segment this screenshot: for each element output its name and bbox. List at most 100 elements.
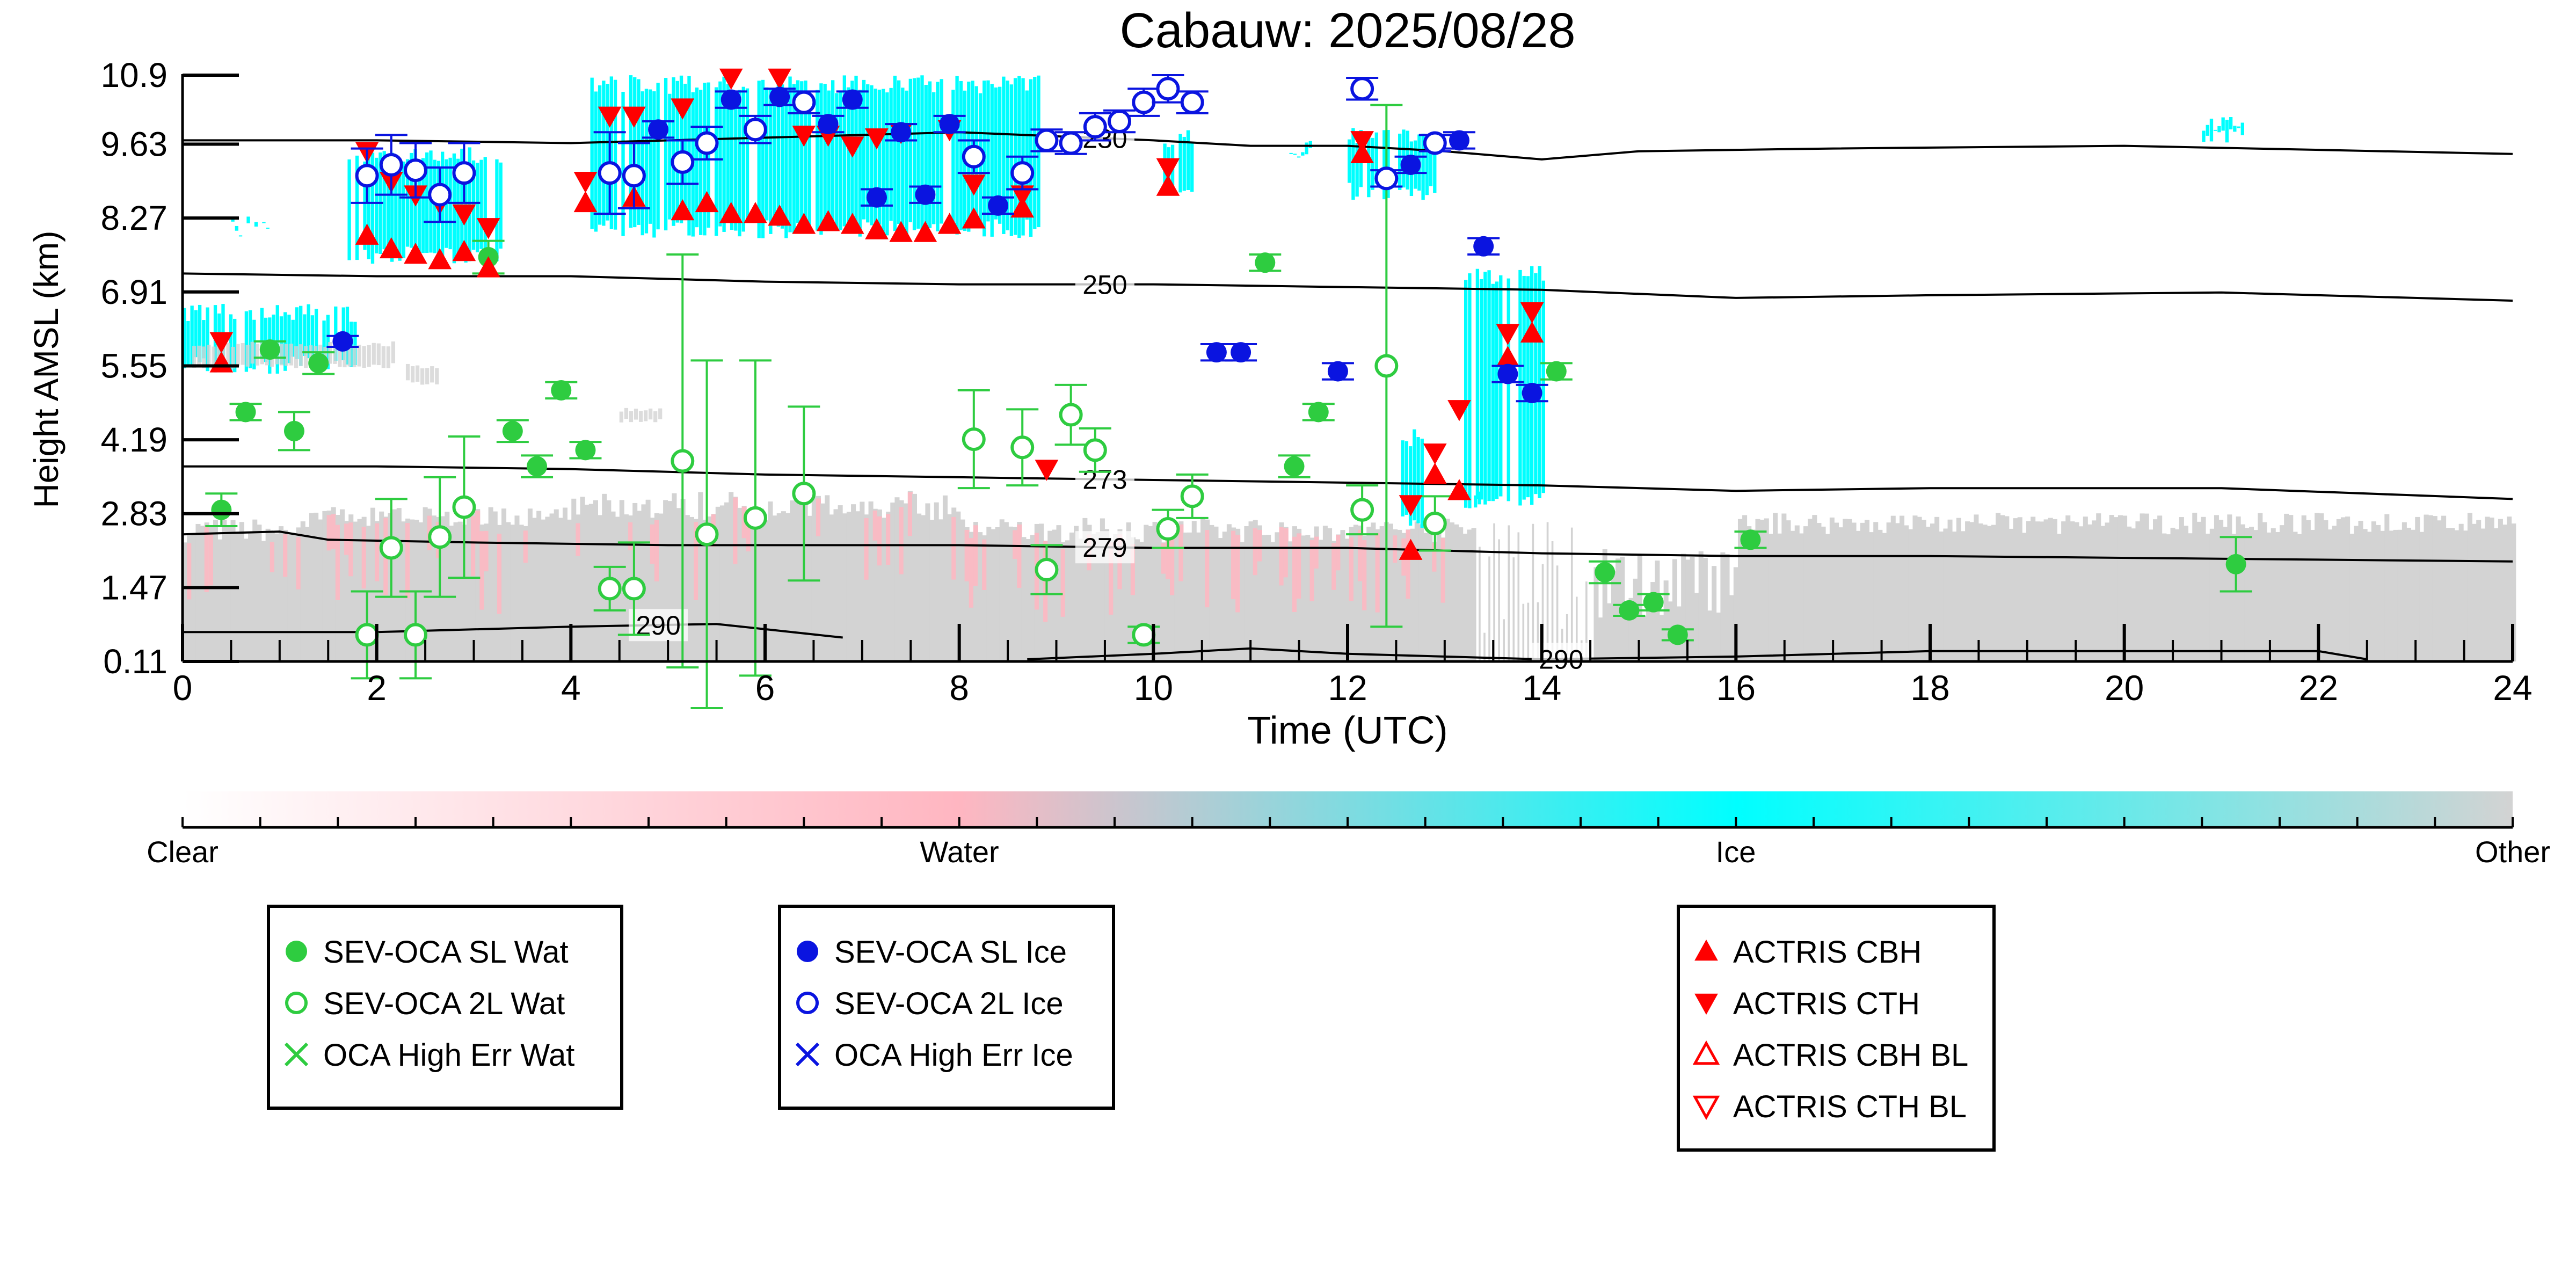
mask-water-column <box>1253 528 1258 576</box>
sev-2l-wat-point <box>622 577 646 601</box>
mask-ice-column <box>862 79 866 220</box>
mask-other-column <box>1013 527 1018 661</box>
mask-other-column <box>785 513 791 661</box>
mask-water-column <box>335 525 340 600</box>
actris-cbh-point <box>1423 462 1447 484</box>
mask-other-column <box>2349 534 2355 661</box>
mask-ice-column <box>238 235 243 237</box>
mask-ice-column <box>1398 133 1402 190</box>
mask-other-column <box>294 346 299 368</box>
mask-other-column <box>1165 529 1170 661</box>
mask-other-column <box>1257 525 1262 661</box>
mask-other-column <box>2117 515 2123 661</box>
sev-2l-ice-point <box>622 164 646 188</box>
actris-cth-point <box>840 136 864 158</box>
mask-ice-column <box>260 308 264 358</box>
mask-other-column <box>1838 527 1844 661</box>
x-tick-label: 24 <box>2493 668 2532 708</box>
mask-ice-column <box>842 75 846 227</box>
mask-other-column <box>2083 516 2088 661</box>
mask-other-column <box>2288 515 2294 661</box>
mask-ice-column <box>1491 283 1495 501</box>
legend-label: SEV-OCA SL Wat <box>323 935 569 970</box>
mask-ice-column <box>1416 437 1420 523</box>
mask-other-column <box>265 528 271 661</box>
mask-other-column <box>236 344 240 366</box>
mask-other-column <box>1628 598 1634 661</box>
mask-other-column <box>1685 559 1691 661</box>
mask-other-column <box>396 508 402 661</box>
mask-other-column <box>2402 522 2407 661</box>
x-tick-label: 8 <box>949 668 969 708</box>
mask-other-column <box>825 495 830 661</box>
mask-other-column <box>921 515 926 661</box>
mask-other-column <box>864 514 869 661</box>
mask-water-column <box>694 522 699 600</box>
mask-other-column <box>1074 526 1079 661</box>
legend-label: OCA High Err Ice <box>834 1038 1073 1073</box>
mask-other-column <box>191 534 197 661</box>
mask-ice-column <box>707 82 710 228</box>
mask-other-column <box>1956 518 1961 661</box>
x-tick-label: 16 <box>1716 668 1756 708</box>
x-tick-label: 18 <box>1910 668 1949 708</box>
sev-sl-ice-point <box>988 195 1008 216</box>
legend-marker <box>796 992 819 1014</box>
mask-other-column <box>1353 525 1358 661</box>
mask-other-column <box>2406 527 2412 661</box>
mask-ice-column <box>1405 441 1409 515</box>
sev-sl-wat-point <box>259 339 280 360</box>
mask-other-column <box>274 533 279 661</box>
mask-other-column <box>257 525 262 661</box>
mask-other-column <box>2153 519 2158 661</box>
mask-other-column <box>903 503 908 661</box>
mask-other-column <box>2035 521 2040 661</box>
mask-other-column <box>1986 526 1992 661</box>
mask-other-column <box>1222 532 1227 661</box>
mask-ice-column <box>831 80 835 222</box>
mask-other-column <box>279 343 284 366</box>
mask-water-column <box>1357 529 1363 581</box>
mask-ice-column <box>1475 268 1480 499</box>
actris-cbh-point <box>744 202 767 223</box>
mask-other-column <box>1445 519 1450 661</box>
mask-water-column <box>877 516 882 566</box>
y-tick-label: 9.63 <box>100 125 168 164</box>
mask-other-column <box>1139 542 1145 661</box>
mask-other-column <box>2446 528 2451 661</box>
mask-other-column <box>1266 535 1271 661</box>
mask-ice-column <box>287 315 291 363</box>
actris-cbh-point <box>962 207 986 229</box>
isotherm-line <box>182 272 2513 302</box>
mask-other-column <box>960 519 965 661</box>
mask-other-column <box>1733 567 1738 661</box>
mask-other-column <box>833 509 839 661</box>
mask-other-column <box>634 409 638 420</box>
x-tick-label: 12 <box>1328 668 1367 708</box>
mask-water-column <box>982 539 987 590</box>
mask-other-column <box>619 500 624 661</box>
mask-other-column <box>2419 532 2425 661</box>
mask-other-column <box>1917 516 1922 661</box>
actris-cth-point <box>768 68 791 90</box>
mask-other-column <box>1593 567 1599 661</box>
legend-marker <box>1692 1095 1720 1120</box>
sev-2l-ice-point <box>598 161 622 185</box>
mask-other-column <box>1248 521 1254 661</box>
isotherm-label-bg <box>1075 268 1134 301</box>
mask-other-column <box>1087 525 1092 661</box>
mask-ice-column <box>924 84 928 236</box>
mask-other-column <box>2179 517 2184 661</box>
mask-ice-column <box>986 80 990 222</box>
mask-other-column <box>1436 528 1442 661</box>
mask-other-column <box>1183 532 1188 661</box>
mask-ice-column <box>495 159 499 261</box>
actris-cbh-point <box>379 237 403 259</box>
mask-other-column <box>255 344 259 366</box>
mask-other-column <box>2227 514 2232 661</box>
mask-other-column <box>1414 521 1420 661</box>
mask-other-column <box>1646 600 1651 661</box>
mask-other-column <box>207 345 211 367</box>
mask-ice-column <box>807 90 811 230</box>
